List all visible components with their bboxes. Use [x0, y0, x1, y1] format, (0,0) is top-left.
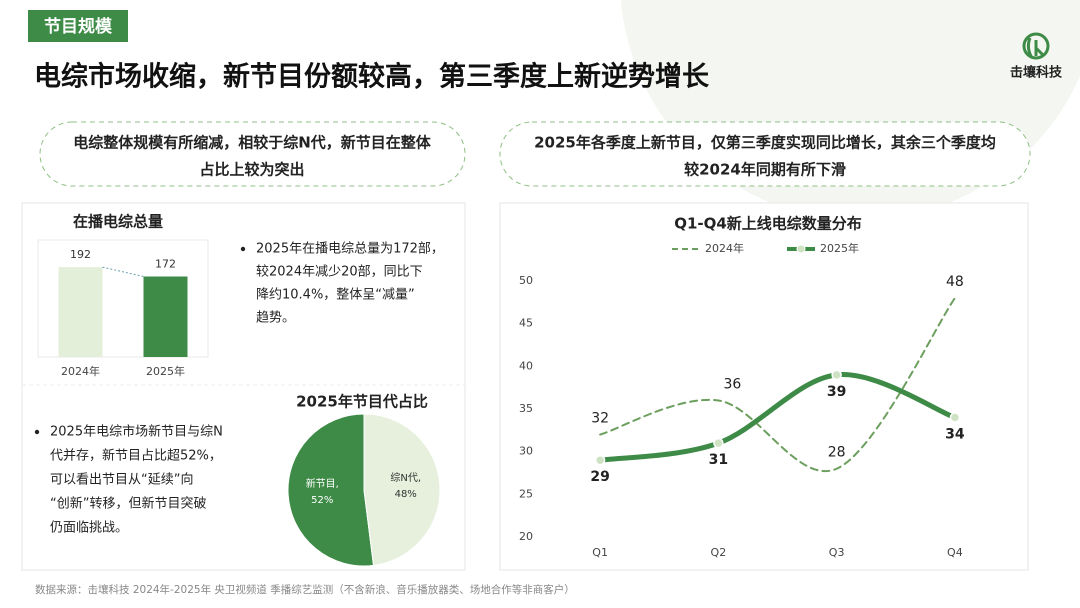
- callout-text: 2025年各季度上新节目，仅第三季度实现同比增长，其余三个季度均: [534, 134, 996, 152]
- logo-text: 击壤科技: [1010, 65, 1063, 81]
- x-tick-label: Q2: [711, 546, 727, 559]
- note-text: 较2024年减少20部，同比下: [256, 265, 423, 280]
- series-line: [597, 372, 958, 463]
- note-text: 趋势。: [256, 310, 295, 326]
- y-tick-label: 35: [519, 402, 533, 415]
- legend-marker: [796, 244, 806, 254]
- x-tick-label: Q1: [592, 546, 608, 559]
- data-label: 28: [828, 445, 846, 461]
- legend-label: 2024年: [705, 241, 744, 255]
- x-tick-label: 2025年: [146, 364, 185, 378]
- data-label: 32: [591, 411, 609, 427]
- value-label: 192: [70, 248, 91, 261]
- callout-text: 电综整体规模有所缩减，相较于综N代，新节目在整体: [73, 134, 432, 152]
- callout-box: [499, 121, 1031, 187]
- chart-title: 在播电综总量: [73, 213, 163, 231]
- tag-box: [28, 10, 128, 42]
- callout-box: [39, 121, 466, 187]
- note-text: 2025年电综市场新节目与综N: [50, 424, 223, 440]
- tag: 节目规模: [44, 16, 113, 37]
- y-tick-label: 30: [519, 445, 533, 458]
- data-label: 31: [709, 452, 728, 468]
- background-circle: [620, 0, 1080, 220]
- bar: [143, 276, 188, 357]
- data-label: 48: [946, 274, 964, 290]
- chart-title: 2025年节目代占比: [296, 393, 428, 411]
- x-tick-label: Q3: [829, 546, 845, 559]
- slide-title: 电综市场收缩，新节目份额较高，第三季度上新逆势增长: [34, 61, 710, 93]
- bullet: [240, 246, 246, 252]
- note-text: 2025年在播电综总量为172部，: [256, 242, 444, 257]
- series-line: [599, 297, 956, 472]
- callout-text: 较2024年同期有所下滑: [684, 161, 846, 179]
- note-text: 可以看出节目从“延续”向: [50, 472, 193, 488]
- x-tick-label: 2024年: [61, 364, 100, 378]
- slice-label: 综N代, 48%: [390, 473, 422, 501]
- y-tick-label: 50: [519, 274, 533, 287]
- note-text: 代并存，新节目占比超52%，: [50, 448, 222, 464]
- right-panel: [499, 202, 1029, 571]
- point: [713, 437, 724, 449]
- note-text: “创新”转移，但新节目突破: [50, 496, 206, 512]
- bullet: [34, 429, 40, 435]
- legend-label: 2025年: [820, 241, 859, 255]
- data-label: 29: [590, 469, 609, 485]
- bar-frame: [37, 239, 209, 358]
- y-tick-label: 25: [519, 487, 533, 500]
- slice-label: 新节目, 52%: [305, 478, 339, 506]
- note-text: 仍面临挑战。: [50, 521, 128, 536]
- y-tick-label: 20: [519, 530, 533, 543]
- pie-slice: [287, 413, 375, 567]
- pie-slice: [363, 413, 441, 566]
- data-label: 39: [827, 384, 846, 400]
- bar: [58, 267, 103, 357]
- point: [831, 369, 842, 381]
- connector: [102, 266, 144, 277]
- point: [949, 412, 961, 423]
- note-text: 降约10.4%，整体呈“减量”: [256, 288, 415, 303]
- chart-title: Q1-Q4新上线电综数量分布: [674, 215, 862, 233]
- y-tick-label: 40: [519, 359, 533, 372]
- slice-label-box: 新节目, 52%: [305, 478, 339, 506]
- data-label: 34: [945, 427, 965, 443]
- value-label: 172: [155, 258, 176, 271]
- source-note: 数据来源：击壤科技 2024年-2025年 央卫视频道 季播综艺监测（不含新浪、…: [35, 583, 575, 596]
- y-tick-label: 45: [519, 317, 533, 330]
- slice-label-box: 综N代, 48%: [390, 473, 422, 501]
- callout-text: 占比上较为突出: [199, 161, 304, 179]
- logo-icon: [1022, 32, 1050, 60]
- point: [594, 454, 606, 466]
- data-label: 36: [723, 376, 741, 392]
- x-tick-label: Q4: [947, 546, 963, 559]
